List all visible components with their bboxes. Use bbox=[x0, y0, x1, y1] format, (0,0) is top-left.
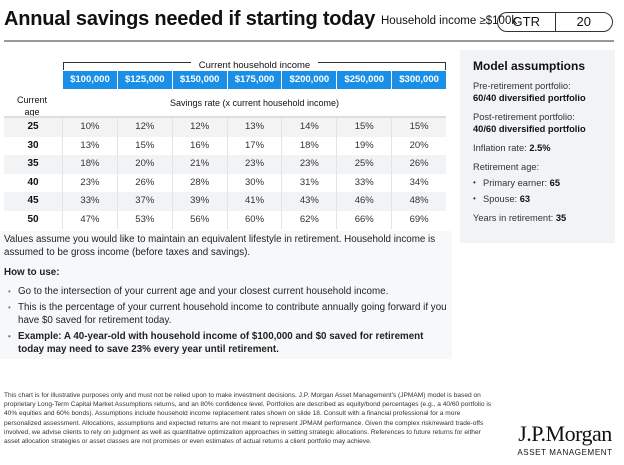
table-row: 25 10% 12% 12% 13% 14% 15% 15% bbox=[4, 118, 446, 137]
savings-rate-cell: 47% bbox=[63, 210, 118, 229]
age-label-line: age bbox=[24, 107, 40, 117]
savings-rate-cell: 26% bbox=[118, 173, 173, 192]
savings-rate-cell: 23% bbox=[282, 155, 338, 174]
model-assumptions-panel: Model assumptions Pre-retirement portfol… bbox=[460, 50, 615, 243]
savings-rate-cell: 12% bbox=[118, 118, 173, 137]
assumptions-title: Model assumptions bbox=[473, 59, 586, 73]
how-to-heading: How to use: bbox=[4, 267, 60, 278]
savings-rate-cell: 30% bbox=[228, 173, 283, 192]
disclaimer: This chart is for illustrative purposes … bbox=[4, 392, 492, 446]
table-row: 40 23% 26% 28% 30% 31% 33% 34% bbox=[4, 173, 446, 192]
years-label: Years in retirement: bbox=[473, 213, 556, 223]
savings-rate-cell: 15% bbox=[118, 136, 173, 155]
savings-rate-cell: 15% bbox=[337, 118, 393, 137]
savings-rate-cell: 34% bbox=[409, 176, 429, 188]
savings-rate-label: Savings rate (x current household income… bbox=[169, 98, 340, 108]
savings-rate-cell: 48% bbox=[409, 195, 429, 206]
notes-intro: Values assume you would like to maintain… bbox=[4, 234, 436, 258]
age-cell: 45 bbox=[4, 192, 63, 211]
income-header: $175,000 bbox=[227, 71, 283, 89]
table-row: 30 13% 15% 16% 17% 18% 19% 20% bbox=[4, 136, 446, 155]
notes-section: Values assume you would like to maintain… bbox=[0, 231, 452, 359]
age-cell: 40 bbox=[4, 173, 63, 192]
income-header: $250,000 bbox=[337, 71, 393, 89]
title-divider bbox=[4, 40, 614, 42]
income-header: $125,000 bbox=[117, 71, 173, 89]
savings-rate-cell: 31% bbox=[282, 173, 338, 192]
how-to-bullet: This is the percentage of your current h… bbox=[4, 302, 448, 327]
page-title: Annual savings needed if starting today bbox=[4, 8, 376, 30]
badge-section: GTR bbox=[498, 13, 556, 31]
table-row: 35 18% 20% 21% 23% 23% 25% 26% bbox=[4, 155, 446, 174]
savings-rate-cell: 37% bbox=[118, 192, 173, 211]
savings-rate-cell: 23% bbox=[228, 155, 283, 174]
page-badge: GTR 20 bbox=[497, 12, 613, 32]
savings-rate-cell: 69% bbox=[409, 213, 429, 225]
primary-value: 65 bbox=[549, 178, 560, 188]
pre-label: Pre-retirement portfolio: bbox=[473, 81, 571, 91]
savings-rate-cell: 16% bbox=[173, 136, 228, 155]
logo-main: J.P.Morgan bbox=[518, 421, 612, 446]
pre-value: 60/40 diversified portfolio bbox=[473, 93, 586, 103]
savings-rate-cell: 18% bbox=[282, 136, 338, 155]
savings-rate-cell: 62% bbox=[282, 210, 338, 229]
savings-rate-cell: 46% bbox=[337, 192, 393, 211]
savings-rate-cell: 13% bbox=[228, 118, 283, 137]
savings-rate-cell: 60% bbox=[228, 210, 283, 229]
savings-rate-cell: 10% bbox=[63, 118, 118, 137]
savings-rate-cell: 13% bbox=[63, 136, 118, 155]
savings-rate-cell: 12% bbox=[173, 118, 228, 137]
income-header: $300,000 bbox=[392, 71, 447, 89]
income-header: $200,000 bbox=[282, 71, 338, 89]
savings-rate-cell: 19% bbox=[337, 136, 393, 155]
post-value: 40/60 diversified portfolio bbox=[473, 124, 586, 134]
age-cell: 30 bbox=[4, 136, 63, 155]
how-to-example: Example: A 40-year-old with household in… bbox=[4, 331, 448, 356]
savings-rate-cell: 28% bbox=[173, 173, 228, 192]
savings-rate-cell: 20% bbox=[409, 139, 429, 151]
table-row: 50 47% 53% 56% 60% 62% 66% 69% bbox=[4, 210, 446, 229]
savings-rate-cell: 14% bbox=[282, 118, 338, 137]
savings-table: 25 10% 12% 12% 13% 14% 15% 15% 30 13% 15% 16% 17% 18%… bbox=[4, 116, 446, 229]
savings-rate-cell: 15% bbox=[409, 121, 429, 132]
age-cell: 25 bbox=[4, 118, 63, 137]
income-group-label: Current household income bbox=[190, 60, 319, 71]
household-filter-label: Household income ≥$100k bbox=[381, 15, 518, 27]
spouse-label: Spouse: bbox=[483, 194, 520, 204]
years-value: 35 bbox=[555, 213, 567, 223]
savings-rate-cell: 33% bbox=[63, 192, 118, 211]
savings-rate-cell: 53% bbox=[118, 210, 173, 229]
savings-rate-cell: 56% bbox=[173, 210, 228, 229]
age-cell: 35 bbox=[4, 155, 63, 174]
retirement-age-label: Retirement age: bbox=[473, 162, 540, 172]
income-header: $150,000 bbox=[172, 71, 228, 89]
savings-rate-cell: 17% bbox=[228, 136, 283, 155]
badge-page-number: 20 bbox=[576, 14, 591, 29]
post-label: Post-retirement portfolio: bbox=[473, 112, 575, 122]
primary-label: Primary earner: bbox=[483, 178, 550, 188]
savings-rate-cell: 26% bbox=[409, 158, 429, 169]
savings-rate-cell: 43% bbox=[282, 192, 338, 211]
savings-rate-cell: 18% bbox=[63, 155, 118, 174]
spouse-value: 63 bbox=[519, 194, 531, 204]
age-column-header: Current age bbox=[8, 94, 56, 118]
table-row: 45 33% 37% 39% 41% 43% 46% 48% bbox=[4, 192, 446, 211]
savings-rate-cell: 23% bbox=[63, 173, 118, 192]
savings-rate-cell: 25% bbox=[337, 155, 393, 174]
age-cell: 50 bbox=[4, 210, 63, 229]
logo-sub: ASSET MANAGEMENT bbox=[517, 448, 613, 457]
savings-rate-cell: 20% bbox=[118, 155, 173, 174]
savings-rate-cell: 21% bbox=[173, 155, 228, 174]
inflation-label: Inflation rate: bbox=[473, 143, 530, 153]
savings-rate-cell: 39% bbox=[173, 192, 228, 211]
inflation-value: 2.5% bbox=[529, 143, 551, 153]
income-header-row: $100,000 $125,000 $150,000 $175,000 $200… bbox=[63, 71, 447, 89]
age-label-line: Current bbox=[16, 95, 47, 105]
savings-rate-cell: 41% bbox=[228, 192, 283, 211]
savings-rate-cell: 33% bbox=[337, 173, 393, 192]
jpmorgan-logo: J.P.Morgan ASSET MANAGEMENT bbox=[514, 421, 616, 458]
savings-rate-cell: 66% bbox=[337, 210, 393, 229]
income-header: $100,000 bbox=[63, 71, 118, 89]
how-to-bullet: Go to the intersection of your current a… bbox=[4, 286, 448, 299]
